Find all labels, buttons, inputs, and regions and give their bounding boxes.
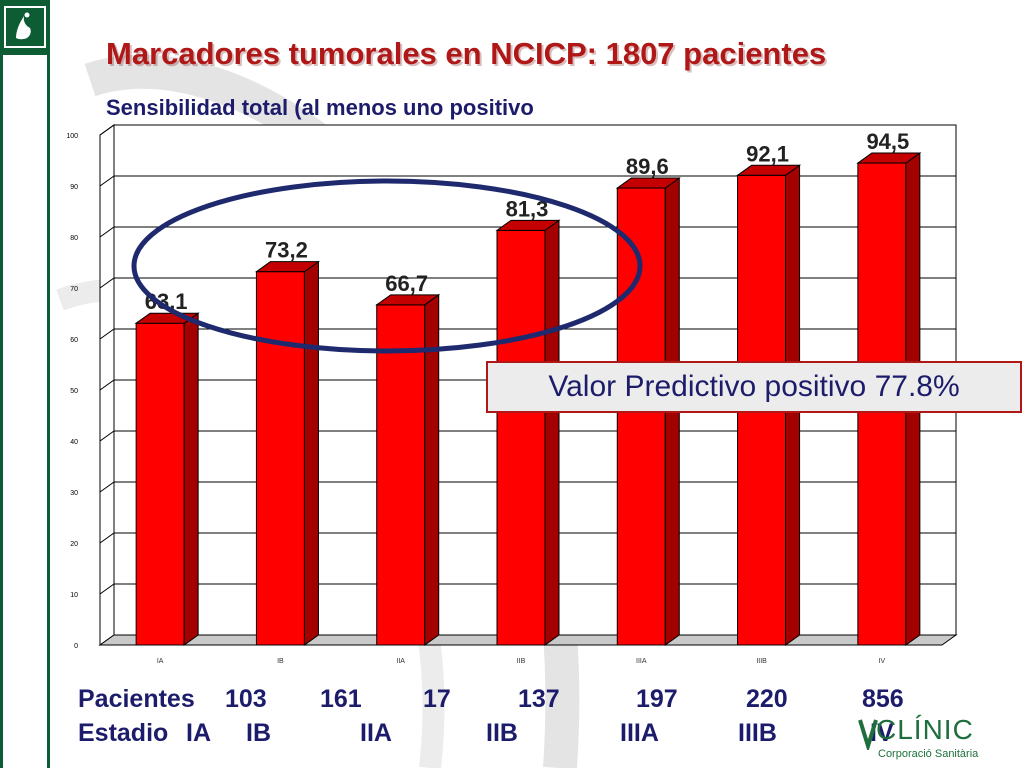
- stage-value: IIA: [360, 719, 392, 747]
- ppv-callout: Valor Predictivo positivo 77.8%: [486, 361, 1022, 413]
- bar-value-label: 73,2: [265, 238, 308, 263]
- x-tick-label: IIA: [396, 658, 405, 665]
- clinic-logo: CLÍNIC Corporació Sanitària: [858, 714, 978, 764]
- stage-value: IIIB: [738, 719, 777, 747]
- bar-side: [183, 312, 199, 646]
- y-tick-label: 10: [70, 592, 78, 599]
- x-tick-label: IV: [879, 658, 886, 665]
- y-tick-label: 70: [70, 286, 78, 293]
- institution-logo: [4, 6, 46, 48]
- y-tick-label: 20: [70, 541, 78, 548]
- page-title: Marcadores tumorales en NCICP: 1807 paci…: [106, 36, 827, 71]
- patients-count: 856: [862, 685, 904, 713]
- bar: [135, 322, 185, 646]
- left-brand-bar: [0, 0, 50, 768]
- stage-value: IB: [246, 719, 271, 747]
- bar-value-label: 89,6: [626, 154, 669, 179]
- y-tick-label: 100: [66, 133, 78, 140]
- patients-count: 17: [423, 685, 451, 713]
- y-tick-label: 0: [74, 643, 78, 650]
- bar: [255, 271, 305, 646]
- patients-count: 161: [320, 685, 362, 713]
- clinic-tagline: Corporació Sanitària: [878, 748, 979, 760]
- bar-side: [303, 260, 319, 646]
- highlight-ellipse: [131, 178, 643, 354]
- y-tick-label: 30: [70, 490, 78, 497]
- patients-count: 137: [518, 685, 560, 713]
- gridline: [99, 124, 956, 136]
- patients-count: 197: [636, 685, 678, 713]
- bar: [376, 304, 426, 646]
- gridline: [99, 175, 956, 187]
- x-tick-label: IB: [277, 658, 284, 665]
- stage-value: IA: [186, 719, 211, 747]
- y-tick-label: 90: [70, 184, 78, 191]
- y-tick-label: 50: [70, 388, 78, 395]
- chart-subtitle: Sensibilidad total (al menos uno positiv…: [106, 95, 534, 120]
- x-tick-label: IIB: [517, 658, 526, 665]
- y-tick-label: 40: [70, 439, 78, 446]
- bar-top: [736, 164, 802, 176]
- bar: [616, 187, 666, 646]
- y-tick-label: 60: [70, 337, 78, 344]
- bar-top: [495, 219, 561, 231]
- x-tick-label: IA: [157, 658, 164, 665]
- stage-value: IIB: [486, 719, 518, 747]
- patients-label: Pacientes: [78, 685, 195, 713]
- stage-value: IIIA: [620, 719, 659, 747]
- x-tick-label: IIIA: [636, 658, 647, 665]
- clinic-name: CLÍNIC: [876, 714, 974, 745]
- bar-value-label: 66,7: [385, 271, 428, 296]
- bar-top: [615, 177, 681, 189]
- patients-count: 103: [225, 685, 267, 713]
- bar-top: [375, 294, 441, 306]
- bar-top: [856, 152, 922, 164]
- patients-count: 220: [746, 685, 788, 713]
- clinic-mark-icon: [858, 719, 878, 750]
- stage-label: Estadio: [78, 719, 169, 747]
- bar-value-label: 63,1: [145, 289, 188, 314]
- bar-top: [254, 261, 320, 273]
- bar-value-label: 94,5: [866, 129, 909, 154]
- bar-side: [544, 219, 560, 646]
- x-tick-label: IIIB: [756, 658, 767, 665]
- bar: [496, 229, 546, 646]
- bar-value-label: 92,1: [746, 141, 789, 166]
- y-tick-label: 80: [70, 235, 78, 242]
